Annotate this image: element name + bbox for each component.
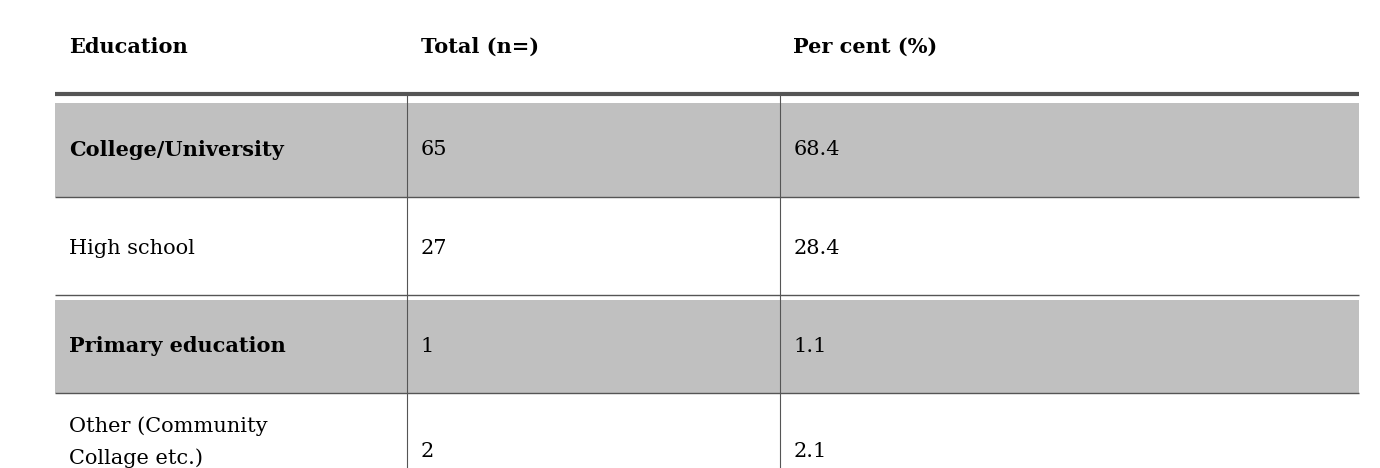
- Text: 28.4: 28.4: [793, 239, 840, 257]
- Bar: [55, 201, 1359, 295]
- Text: 2: 2: [421, 442, 435, 461]
- Bar: [55, 398, 1359, 468]
- Text: Total (n=): Total (n=): [421, 37, 540, 57]
- Bar: [55, 103, 1359, 197]
- Bar: [55, 300, 1359, 393]
- Text: 68.4: 68.4: [793, 140, 840, 159]
- Text: Other (Community
Collage etc.): Other (Community Collage etc.): [69, 417, 268, 468]
- Text: Primary education: Primary education: [69, 336, 286, 356]
- Text: College/University: College/University: [69, 140, 284, 160]
- Text: High school: High school: [69, 239, 195, 257]
- Text: Per cent (%): Per cent (%): [793, 37, 938, 57]
- Text: 1: 1: [421, 337, 435, 356]
- Text: 1.1: 1.1: [793, 337, 827, 356]
- Text: 27: 27: [421, 239, 447, 257]
- Text: Education: Education: [69, 37, 188, 57]
- Text: 65: 65: [421, 140, 447, 159]
- Text: 2.1: 2.1: [793, 442, 827, 461]
